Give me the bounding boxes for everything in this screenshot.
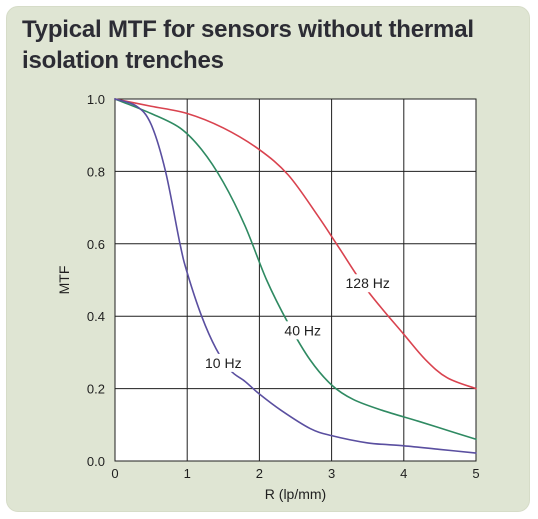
series-label-bg-40-hz xyxy=(280,321,325,340)
series-label-bg-128-hz xyxy=(341,274,394,293)
plot-area xyxy=(114,98,477,462)
series-line-10-hz xyxy=(114,98,477,454)
series-line-128-hz xyxy=(114,98,477,390)
series-annotations: 128 Hz 40 Hz 10 Hz xyxy=(201,274,394,372)
y-tick-label: 0.8 xyxy=(87,164,105,179)
chart-title: Typical MTF for sensors without thermal … xyxy=(22,16,474,74)
x-tick-labels: 0 1 2 3 4 5 xyxy=(111,466,479,481)
y-tick-label: 0.4 xyxy=(87,309,105,324)
y-tick-label: 0.2 xyxy=(87,382,105,397)
x-axis-label: R (lp/mm) xyxy=(265,486,326,502)
x-tick-label: 5 xyxy=(472,466,479,481)
y-tick-label: 0.6 xyxy=(87,237,105,252)
y-tick-label: 1.0 xyxy=(87,92,105,107)
y-tick-label: 0.0 xyxy=(87,454,105,469)
y-tick-labels: 0.0 0.2 0.4 0.6 0.8 1.0 xyxy=(87,92,105,469)
grid xyxy=(115,99,476,461)
series-label-10-hz: 10 Hz xyxy=(205,355,242,371)
x-tick-label: 4 xyxy=(400,466,407,481)
series-label-128-hz: 128 Hz xyxy=(346,275,390,291)
y-axis-label: MTF xyxy=(56,266,72,295)
x-tick-label: 2 xyxy=(256,466,263,481)
x-tick-label: 0 xyxy=(111,466,118,481)
x-tick-label: 3 xyxy=(328,466,335,481)
x-tick-label: 1 xyxy=(184,466,191,481)
series-label-bg-10-hz xyxy=(201,353,246,372)
series-label-40-hz: 40 Hz xyxy=(284,322,321,338)
